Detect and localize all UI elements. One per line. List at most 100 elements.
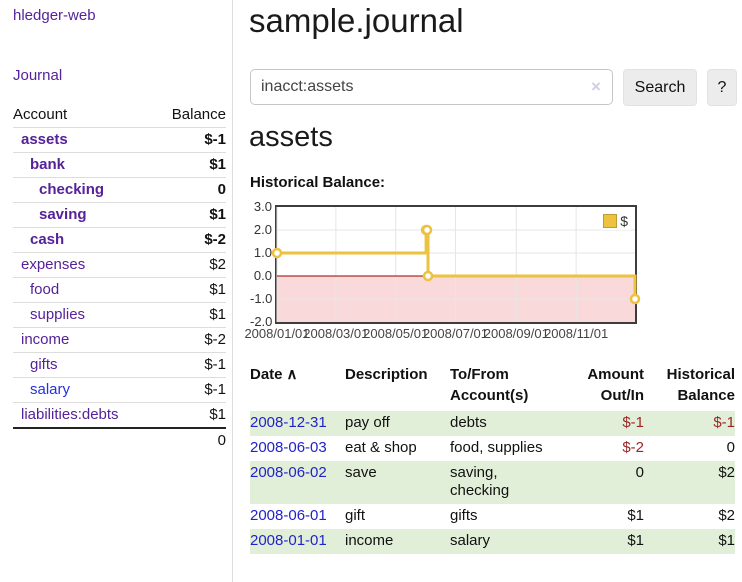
y-axis-tick-label: -2.0	[250, 314, 273, 329]
register-balance: $1	[718, 532, 735, 549]
register-row: 2008-12-31 pay off debts $-1 $-1	[250, 411, 735, 436]
sidebar: hledger-web Journal Account Balance asse…	[0, 0, 233, 582]
account-row: saving $1	[13, 202, 226, 228]
account-balance: $2	[209, 256, 226, 273]
register-row: 2008-06-01 gift gifts $1 $2	[250, 504, 735, 529]
accounts-header-balance: Balance	[171, 106, 226, 123]
accounts-total-value: 0	[153, 427, 226, 453]
accounts-table: Account Balance assets $-1 bank $1 checking 0…	[13, 103, 226, 453]
account-balance: $1	[209, 306, 226, 323]
x-axis-tick-label: 2008/09/01	[483, 326, 549, 341]
register-row: 2008-06-03 eat & shop food, supplies $-2 0	[250, 436, 735, 461]
brand-link[interactable]: hledger-web	[13, 7, 96, 24]
historical-balance-chart: 3.0 2.0 1.0 0.0 -1.0 -2.0 $ 2008/01/01 2008/03…	[244, 198, 660, 346]
account-heading: assets	[249, 121, 333, 153]
account-link[interactable]: cash	[30, 231, 65, 248]
register-date-link[interactable]: 2008-12-31	[250, 414, 327, 431]
account-row: income $-2	[13, 327, 226, 353]
account-link[interactable]: saving	[39, 206, 87, 223]
account-row: supplies $1	[13, 302, 226, 328]
x-axis-tick-label: 2008/11/01	[544, 326, 609, 341]
account-balance: $-2	[204, 231, 226, 248]
x-axis-tick-label: 2008/01/01	[244, 326, 310, 341]
account-link[interactable]: assets	[21, 131, 68, 148]
register-accounts: food, supplies	[450, 439, 543, 456]
register-description: save	[345, 464, 377, 481]
search-input[interactable]	[250, 69, 613, 105]
legend-swatch	[603, 214, 618, 228]
account-row: expenses $2	[13, 252, 226, 278]
account-link[interactable]: gifts	[30, 356, 58, 373]
account-row: bank $1	[13, 152, 226, 178]
account-link[interactable]: salary	[30, 381, 71, 398]
register-balance: $-1	[713, 414, 735, 431]
sort-ascending-icon: ∧	[286, 366, 298, 383]
account-link[interactable]: liabilities:debts	[21, 406, 119, 423]
account-link[interactable]: income	[21, 331, 70, 348]
y-axis-tick-label: 1.0	[253, 245, 272, 260]
clear-search-icon[interactable]: ×	[591, 77, 601, 96]
point-marker	[271, 247, 283, 259]
chart-label: Historical Balance:	[250, 174, 386, 191]
search-button[interactable]: Search	[623, 69, 697, 106]
register-balance: $2	[718, 464, 735, 481]
account-balance: $-1	[204, 131, 226, 148]
x-axis-tick-label: 2008/07/01	[422, 326, 489, 341]
register-table: Date ∧ Description To/From Account(s) Amo…	[250, 362, 735, 554]
account-row: gifts $-1	[13, 352, 226, 378]
register-amount: $1	[627, 507, 644, 524]
x-axis-tick-label: 2008/03/01	[303, 326, 369, 341]
account-balance: $1	[209, 281, 226, 298]
legend-label: $	[620, 213, 628, 229]
accounts-header-account: Account	[13, 106, 68, 123]
account-balance: $-2	[204, 331, 226, 348]
y-axis-tick-label: 3.0	[253, 199, 272, 214]
register-header-date[interactable]: Date ∧	[250, 366, 298, 383]
page-title: sample.journal	[249, 2, 464, 39]
register-date-link[interactable]: 2008-06-02	[250, 464, 327, 481]
register-description: pay off	[345, 414, 390, 431]
y-axis-tick-label: 0.0	[253, 268, 272, 283]
account-balance: $-1	[204, 381, 226, 398]
account-link[interactable]: supplies	[30, 306, 86, 323]
chart-legend: $	[601, 212, 630, 230]
register-description: gift	[345, 507, 366, 524]
register-header-row: Date ∧ Description To/From Account(s) Amo…	[250, 362, 735, 411]
account-row: food $1	[13, 277, 226, 303]
point-marker	[422, 270, 434, 282]
sidebar-item-journal[interactable]: Journal	[13, 67, 63, 84]
account-row: cash $-2	[13, 227, 226, 253]
point-marker	[421, 224, 433, 236]
account-link[interactable]: bank	[30, 156, 66, 173]
register-accounts: debts	[450, 414, 487, 431]
account-balance: $1	[209, 406, 226, 423]
register-description: eat & shop	[345, 439, 417, 456]
account-row: salary $-1	[13, 377, 226, 403]
register-date-link[interactable]: 2008-01-01	[250, 532, 327, 549]
register-date-link[interactable]: 2008-06-03	[250, 439, 327, 456]
account-balance: $-1	[204, 356, 226, 373]
account-row: assets $-1	[13, 127, 226, 153]
account-link[interactable]: food	[30, 281, 60, 298]
account-link[interactable]: checking	[39, 181, 105, 198]
register-amount: $-1	[622, 414, 644, 431]
register-date-link[interactable]: 2008-06-01	[250, 507, 327, 524]
register-description: income	[345, 532, 394, 549]
register-header-accounts: To/From Account(s)	[450, 366, 529, 404]
account-row: checking 0	[13, 177, 226, 203]
account-link[interactable]: expenses	[21, 256, 86, 273]
register-accounts: salary	[450, 532, 491, 549]
y-axis-tick-label: -1.0	[250, 291, 273, 306]
register-row: 2008-06-02 save saving, checking 0 $2	[250, 461, 735, 504]
register-row: 2008-01-01 income salary $1 $1	[250, 529, 735, 554]
help-button[interactable]: ?	[707, 69, 737, 106]
accounts-total-row: 0	[13, 427, 226, 453]
chart-plot-area: $	[271, 205, 641, 324]
register-header-description: Description	[345, 366, 428, 383]
register-amount: $1	[627, 532, 644, 549]
register-balance: 0	[726, 439, 735, 456]
register-accounts: saving, checking	[450, 464, 510, 499]
register-amount: $-2	[622, 439, 644, 456]
x-axis-tick-label: 2008/05/01	[363, 326, 429, 341]
